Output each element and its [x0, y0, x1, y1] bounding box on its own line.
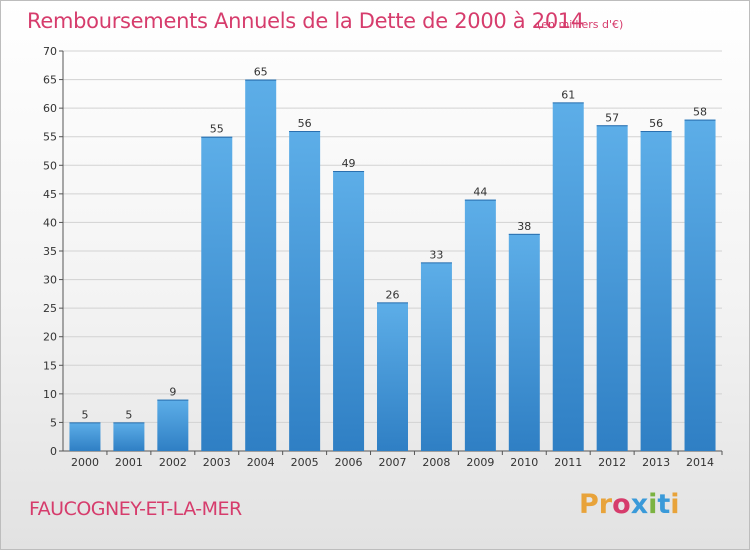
bar-2014	[684, 119, 716, 452]
data-label-2002: 9	[169, 386, 176, 399]
x-tick-label-2012: 2012	[598, 456, 626, 469]
data-label-2014: 58	[693, 106, 707, 119]
y-tick-label: 0	[50, 445, 57, 458]
x-tick-label-2006: 2006	[335, 456, 363, 469]
x-tick-label-2009: 2009	[466, 456, 494, 469]
y-tick-label: 20	[43, 331, 57, 344]
y-tick-label: 55	[43, 131, 57, 144]
bar-2007	[377, 302, 408, 451]
bar-2001	[113, 422, 145, 451]
logo-letter: i	[670, 489, 680, 520]
x-tick-label-2004: 2004	[247, 456, 275, 469]
x-tick-label-2007: 2007	[379, 456, 407, 469]
y-tick-label: 65	[43, 74, 57, 87]
data-label-2005: 56	[298, 117, 312, 130]
x-tick-label-2014: 2014	[686, 456, 714, 469]
x-tick-label-2003: 2003	[203, 456, 231, 469]
bar-2002	[157, 399, 189, 451]
logo-letter: x	[630, 489, 649, 520]
bar-2012	[596, 125, 628, 452]
data-label-2008: 33	[429, 248, 443, 261]
bar-2005	[289, 131, 321, 451]
x-tick-label-2002: 2002	[159, 456, 187, 469]
logo-letter: P	[579, 489, 599, 520]
bar-2008	[420, 262, 452, 451]
bar-2003	[201, 136, 233, 451]
bar-2000	[69, 422, 101, 451]
y-tick-label: 30	[43, 274, 57, 287]
bar-2004	[245, 79, 277, 452]
chart-unit: (en milliers d'€)	[537, 18, 624, 31]
chart-title: Remboursements Annuels de la Dette de 20…	[27, 9, 584, 33]
x-tick-label-2000: 2000	[71, 456, 99, 469]
x-tick-label-2001: 2001	[115, 456, 143, 469]
y-tick-label: 45	[43, 188, 57, 201]
data-label-2001: 5	[125, 408, 132, 421]
commune-name: FAUCOGNEY-ET-LA-MER	[29, 498, 242, 520]
y-tick-label: 15	[43, 359, 57, 372]
bars	[69, 79, 716, 452]
data-label-2009: 44	[473, 186, 487, 199]
y-tick-label: 40	[43, 216, 57, 229]
bar-2011	[552, 102, 584, 451]
data-label-2006: 49	[342, 157, 356, 170]
y-tick-label: 5	[50, 416, 57, 429]
x-tick-label-2011: 2011	[554, 456, 582, 469]
y-tick-label: 50	[43, 159, 57, 172]
logo-letter: o	[612, 489, 631, 520]
bar-2013	[640, 131, 672, 451]
data-label-2003: 55	[210, 123, 224, 136]
proxiti-logo[interactable]: Proxiti	[579, 489, 680, 520]
x-tick-label-2010: 2010	[510, 456, 538, 469]
data-label-2000: 5	[81, 408, 88, 421]
x-tick-label-2013: 2013	[642, 456, 670, 469]
y-tick-label: 35	[43, 245, 57, 258]
y-tick-label: 25	[43, 302, 57, 315]
bar-2010	[508, 233, 540, 451]
data-label-2007: 26	[386, 288, 400, 301]
data-label-2013: 56	[649, 117, 663, 130]
data-label-2012: 57	[605, 111, 619, 124]
bar-2006	[333, 171, 365, 451]
data-label-2004: 65	[254, 66, 268, 79]
bar-2009	[464, 199, 496, 451]
x-tick-label-2005: 2005	[291, 456, 319, 469]
y-tick-label: 10	[43, 388, 57, 401]
data-label-2010: 38	[517, 220, 531, 233]
logo-letter: i	[648, 489, 658, 520]
x-tick-label-2008: 2008	[422, 456, 450, 469]
logo-letter: t	[657, 489, 671, 520]
data-label-2011: 61	[561, 88, 575, 101]
y-tick-label: 70	[43, 45, 57, 58]
logo-letter: r	[598, 489, 613, 520]
y-tick-label: 60	[43, 102, 57, 115]
